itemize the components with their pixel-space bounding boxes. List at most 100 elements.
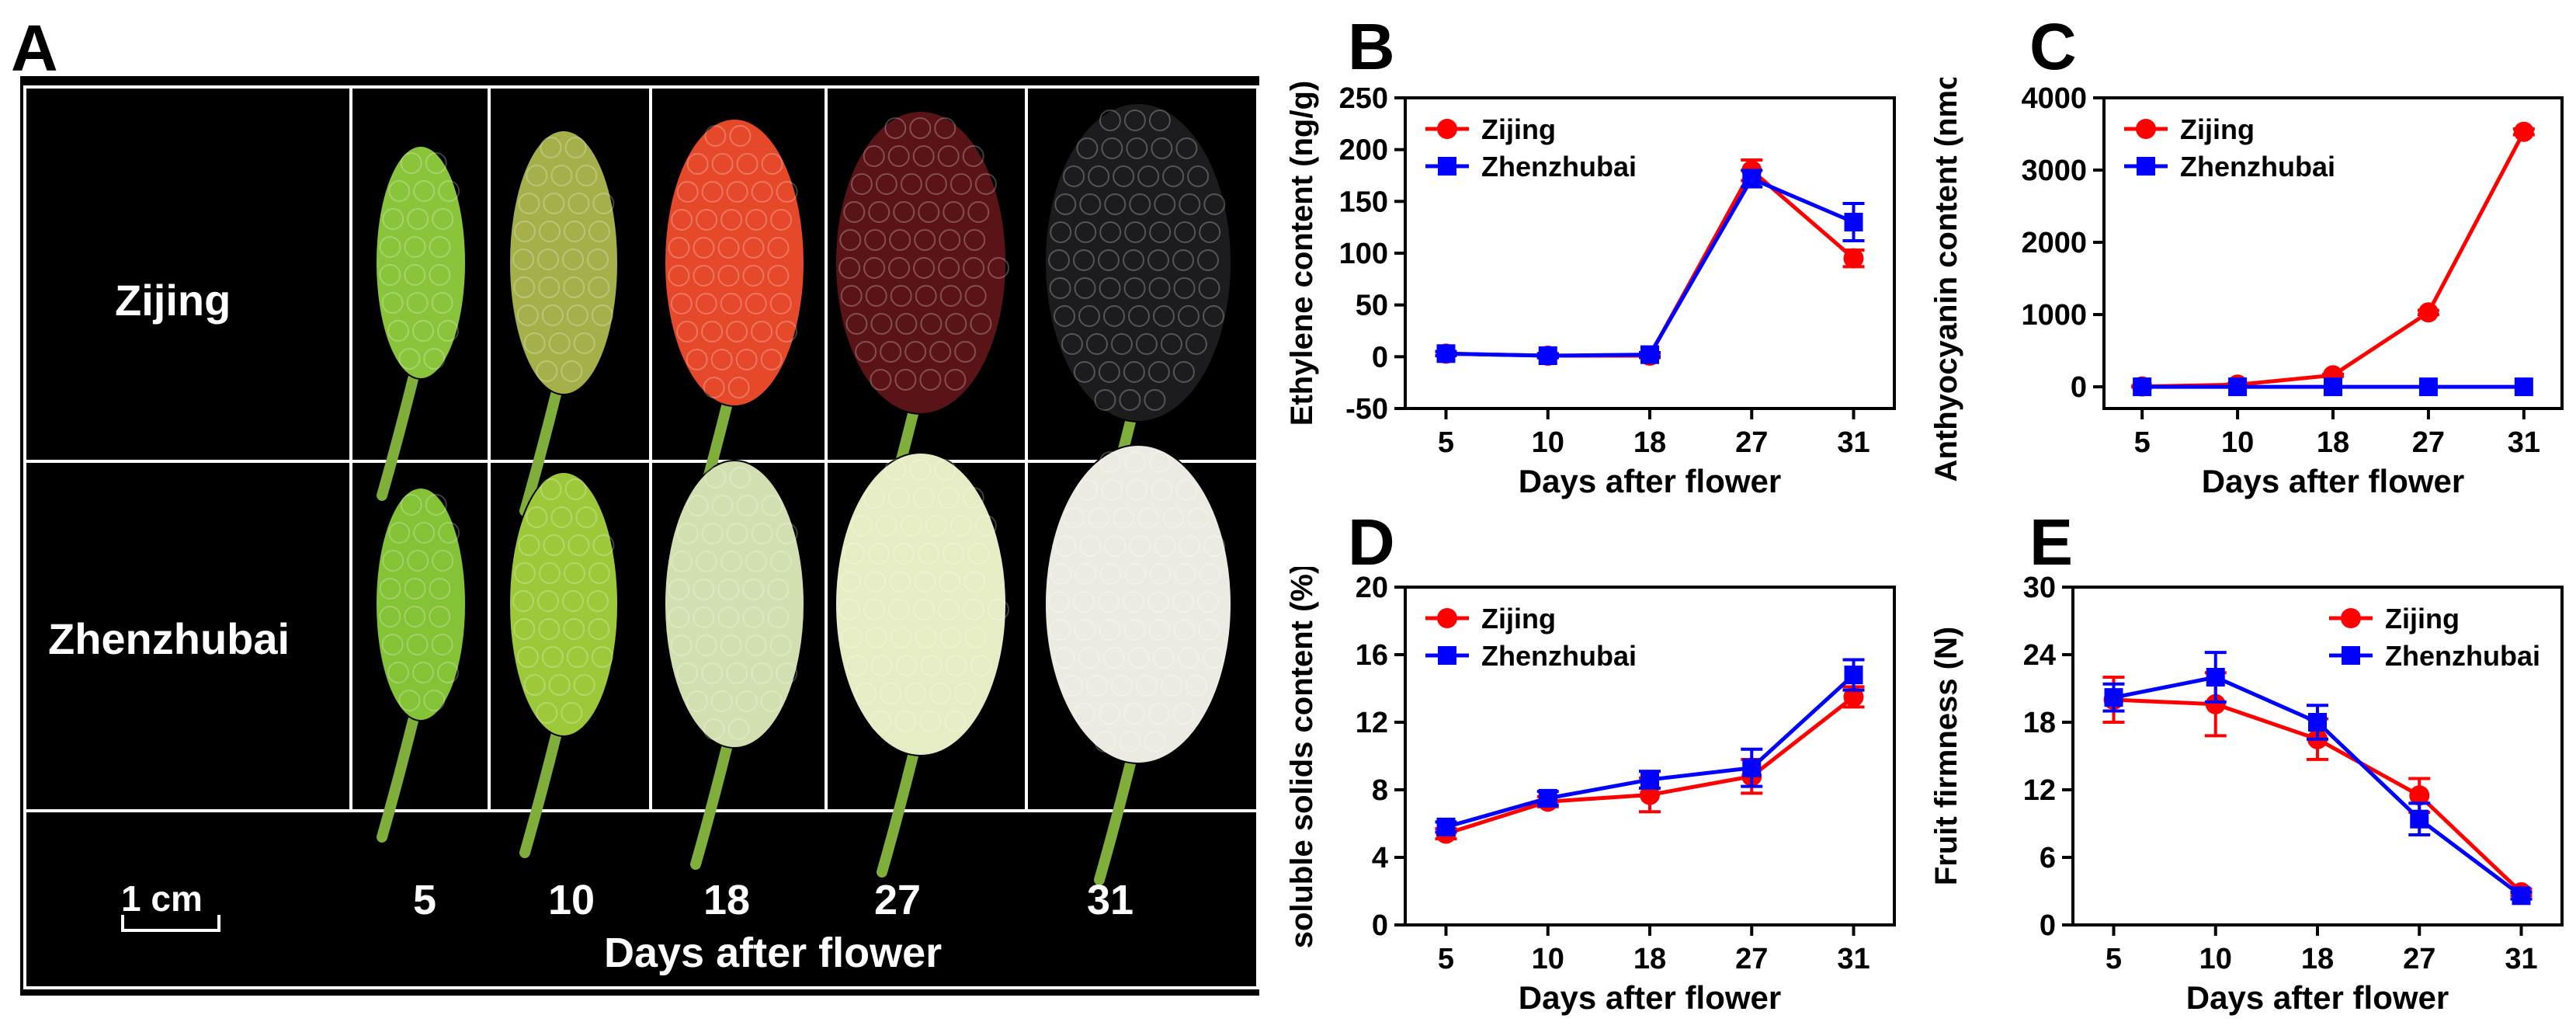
fruit-drupelet [400,152,422,174]
fruit-drupelet [914,229,936,251]
y-tick-label: 100 [1339,238,1388,270]
data-point-zhenzhubai [1742,169,1762,188]
fruit-drupelet [1148,277,1171,299]
fruit-drupelet [575,165,598,186]
fruit-drupelet [431,634,453,655]
x-tick-label: 27 [1735,943,1768,975]
fruit-drupelet [413,180,436,202]
fruit-drupelet [925,173,947,195]
fruit-drupelet [939,229,961,251]
fruit-drupelet [939,285,962,307]
y-tick-label: 0 [1372,341,1388,374]
fruit-drupelet [939,571,961,593]
fruit-drupelet [550,506,573,528]
legend-label-zhenzhubai: Zhenzhubai [2385,640,2540,672]
fruit-drupelet [727,718,750,740]
fruit-drupelet [1073,591,1095,613]
fruit-drupelet [562,590,585,612]
data-point-zhenzhubai [2410,809,2429,829]
fruit-drupelet [536,360,558,382]
fruit-drupelet [696,209,718,231]
chart-b-ethylene: -50 0 50 100 150 200 250 5 10 18 27 31 Days after fl… [1285,81,1896,499]
fruit-drupelet [381,292,404,314]
fruit-drupelet [516,646,539,668]
fruit-drupelet [717,579,740,600]
fruit-drupelet [668,237,690,259]
fruit-drupelet [1073,703,1095,725]
fruit-drupelet [513,276,536,298]
fruit-drupelet [1113,165,1135,187]
fruit-drupelet [929,683,952,704]
fruit-drupelet [888,599,911,621]
fruit-drupelet [720,293,742,315]
fruit-drupelet [701,523,724,544]
fruit-drupelet [963,257,985,279]
fruit-drupelet [1094,389,1116,411]
fruit-drupelet [1049,277,1071,299]
fruit-drupelet [536,702,558,724]
fruit-drupelet [512,590,535,612]
fruit-drupelet [895,313,918,335]
fruit-drupelet [538,618,561,640]
fruit-drupelet [1128,647,1151,669]
fruit-drupelet [1147,591,1170,613]
fruit-drupelet [1123,361,1145,383]
fruit-drupelet [704,467,727,488]
chart-d-soluble-solids: 0 4 8 12 16 20 5 10 18 27 31 Days after flower solub… [1285,567,1896,1016]
fruit-drupelet [566,304,588,326]
fruit-drupelet [900,515,922,537]
fruit-drupelet [1076,479,1099,501]
fruit-drupelet [1144,389,1166,411]
fruit-drupelet [381,634,404,655]
fruit-drupelet [564,137,587,158]
fruit-drupelet [1135,675,1158,697]
fruit-drupelet [1110,333,1133,355]
fruit-drupelet [717,265,740,287]
x-tick-label: 5 [2106,943,2122,975]
fruit-drupelet [561,360,583,382]
fruit-drupelet [413,522,436,544]
fruit-drupelet [432,208,454,230]
fruit-drupelet [915,285,937,307]
fruit-drupelet [726,181,748,203]
x-tick-label: 31 [2508,426,2540,459]
fruit-drupelet [701,662,724,684]
fruit-drupelet [767,237,790,259]
data-point-zhenzhubai [2206,668,2225,687]
y-tick-label: 1000 [2021,299,2087,332]
fruit-drupelet [1147,249,1170,271]
fruit-drupelet [425,152,447,174]
fruit-drupelet [423,690,446,711]
fruit-drupelet [588,562,610,584]
fruit-drupelet [429,578,451,600]
y-tick-label: 16 [1356,639,1388,672]
fruit-drupelet [736,495,759,516]
fruit-drupelet [838,599,861,621]
fruit-drupelet [588,221,610,242]
fruit-drupelet [745,209,768,231]
fruit-drupelet [1172,703,1195,725]
data-point-zhenzhubai [1844,666,1863,685]
fruit-drupelet [541,304,564,326]
fruit-drupelet [1088,165,1110,187]
fruit-drupelet [400,494,422,516]
fruit-drupelet [1174,563,1196,585]
fruit-drupelet [767,607,790,628]
fruit-drupelet [1098,249,1120,271]
fruit-drupelet [671,209,693,231]
fruit-drupelet [912,145,935,167]
fruit-drupelet [379,578,401,600]
fruit-drupelet [423,348,446,370]
fruit-drupelet [1203,647,1225,669]
fruit-drupelet [717,237,740,259]
fruit-drupelet [701,181,724,203]
y-tick-label: 12 [2023,774,2056,807]
fruit-drupelet [1063,165,1085,187]
fruit-drupelet [767,579,790,600]
fruit-drupelet [870,369,892,391]
fruit-drupelet [1101,137,1123,159]
y-tick-label: 8 [1372,774,1388,807]
y-tick-label: 20 [1356,572,1388,604]
fruit-drupelet [1203,305,1225,327]
x-tick-label: 31 [1837,943,1870,975]
